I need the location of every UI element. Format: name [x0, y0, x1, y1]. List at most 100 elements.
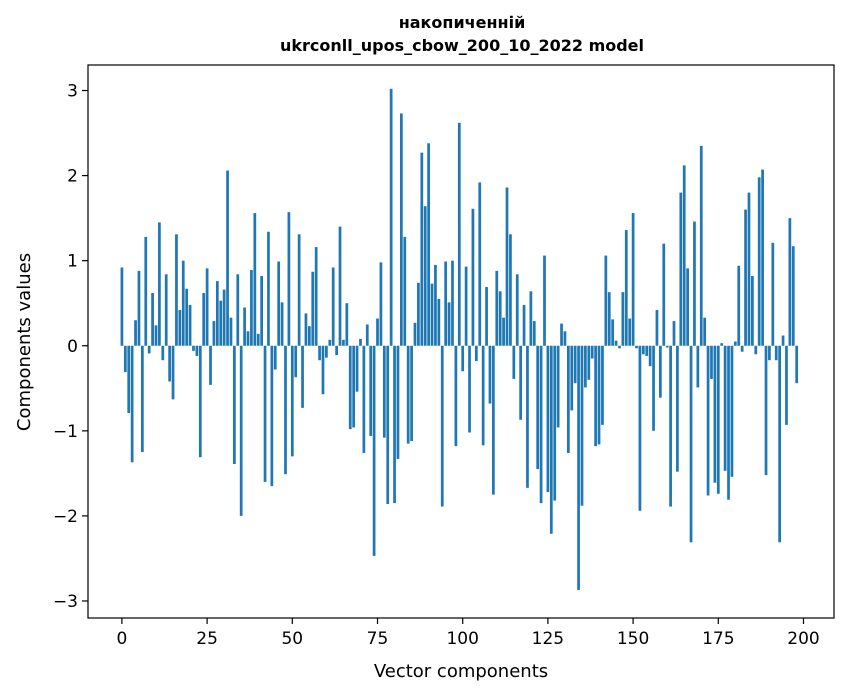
bar: [641, 345, 645, 355]
bar: [587, 345, 591, 380]
y-tick-label: −1: [53, 422, 78, 442]
bar: [287, 212, 291, 346]
bar: [209, 345, 212, 385]
bar: [345, 303, 349, 346]
bar: [386, 345, 390, 504]
bar: [560, 323, 563, 346]
bar: [505, 187, 509, 346]
bar: [140, 345, 144, 453]
bar: [192, 345, 195, 351]
bar: [444, 261, 448, 346]
bar: [393, 345, 396, 504]
bar: [205, 268, 209, 346]
bar: [417, 282, 420, 346]
bar: [359, 338, 362, 346]
bar: [325, 345, 328, 358]
chart-title-line-1: накопиченній: [399, 13, 526, 32]
bar: [440, 345, 444, 507]
bar: [243, 307, 246, 346]
bar: [515, 274, 519, 346]
bar: [120, 267, 124, 346]
bar: [229, 317, 233, 346]
bar: [526, 345, 529, 488]
x-tick-label: 150: [617, 629, 649, 649]
bar: [178, 310, 182, 346]
y-tick-label: 0: [67, 337, 78, 357]
bar: [406, 345, 410, 444]
bar: [594, 345, 597, 447]
bar: [563, 331, 567, 346]
bar: [457, 122, 461, 346]
bar: [689, 345, 693, 543]
bar: [273, 345, 277, 370]
bar: [693, 221, 696, 346]
bar: [154, 325, 158, 346]
bar: [164, 274, 168, 346]
x-tick-label: 125: [532, 629, 564, 649]
bar: [311, 271, 315, 346]
bar: [396, 345, 400, 459]
y-tick-label: −2: [53, 507, 78, 527]
bar: [413, 322, 417, 346]
bar: [260, 275, 263, 346]
bar: [376, 318, 379, 346]
bar: [713, 345, 717, 483]
bar: [744, 209, 747, 346]
bar: [590, 345, 594, 359]
bar: [382, 345, 386, 438]
bar: [573, 345, 577, 384]
bar: [635, 345, 638, 349]
bar: [553, 345, 557, 501]
bar: [403, 236, 407, 346]
bar: [239, 345, 243, 516]
bar: [532, 321, 536, 346]
x-tick-label: 75: [367, 629, 389, 649]
bar: [430, 283, 434, 346]
bar: [127, 345, 131, 413]
bar: [246, 331, 250, 346]
bar: [669, 345, 672, 507]
x-tick-label: 100: [446, 629, 478, 649]
bar: [147, 345, 151, 354]
bar: [471, 208, 475, 346]
bar: [461, 345, 465, 372]
bar: [307, 326, 311, 346]
bar: [768, 345, 771, 361]
bar: [151, 293, 154, 346]
bar: [795, 345, 799, 384]
bar: [188, 304, 192, 346]
bar: [253, 213, 257, 346]
bar: [604, 255, 608, 346]
bar: [577, 345, 580, 590]
bar: [434, 264, 437, 346]
bar: [328, 339, 332, 346]
bar: [740, 345, 744, 352]
bar: [379, 262, 383, 346]
bar: [342, 339, 345, 346]
bar: [706, 345, 710, 496]
bar: [280, 302, 284, 346]
y-axis-label: Components values: [14, 253, 35, 431]
bar: [788, 218, 792, 346]
bar: [134, 320, 137, 346]
bar: [699, 145, 703, 346]
bar: [137, 270, 141, 346]
bar: [250, 270, 253, 346]
bar: [161, 345, 165, 361]
bar: [716, 345, 720, 494]
bar: [529, 291, 533, 346]
bar: [686, 268, 689, 346]
bar: [621, 292, 625, 346]
bar: [236, 274, 240, 346]
bar: [703, 317, 707, 346]
bar: [747, 192, 751, 346]
bar: [175, 234, 178, 346]
bar: [682, 165, 686, 346]
bar: [400, 113, 403, 346]
bar: [335, 345, 338, 356]
bar: [549, 345, 553, 534]
bar: [648, 345, 652, 367]
bar: [304, 313, 308, 346]
bar: [580, 345, 584, 506]
bar: [696, 345, 700, 388]
